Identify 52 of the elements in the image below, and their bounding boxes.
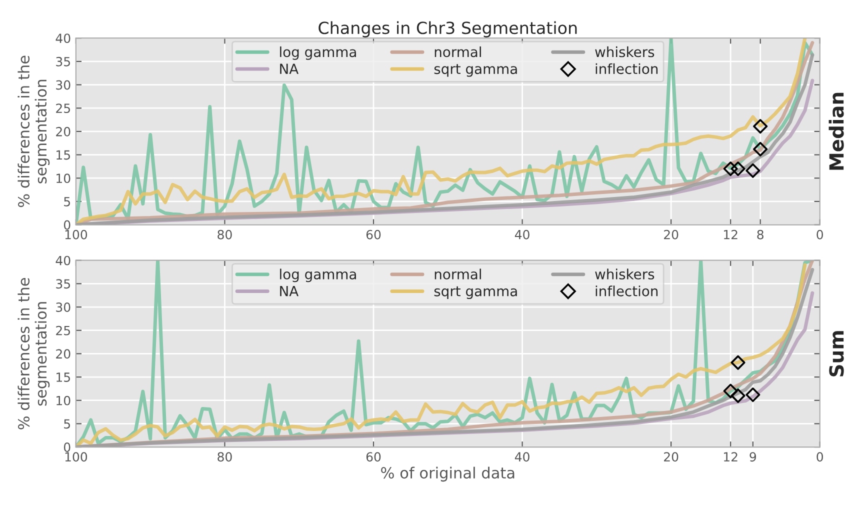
y-tick-label: 40: [56, 34, 70, 44]
y-tick-label: 25: [56, 326, 70, 336]
x-tick-label: 60: [366, 230, 381, 240]
y-tick-label: 15: [56, 372, 70, 382]
x-tick-label: 20: [664, 230, 678, 240]
x-tick-label: 0: [816, 452, 823, 462]
y-tick-label: 20: [56, 126, 70, 136]
legend-label: NA: [280, 286, 299, 296]
x-tick-label: 100: [65, 452, 88, 462]
x-tick-label: 12: [724, 452, 738, 462]
y-tick-label: 20: [56, 349, 70, 359]
x-tick-label: 8: [757, 230, 764, 240]
y-axis-title: % differences in the segmentation: [18, 56, 50, 208]
legend-label: sqrt gamma: [434, 286, 517, 300]
legend-label: NA: [280, 64, 299, 74]
y-tick-label: 30: [56, 302, 70, 312]
legend-label: inflection: [596, 63, 658, 74]
y-tick-label: 40: [56, 256, 70, 266]
y-tick-label: 0: [64, 220, 70, 230]
y-tick-label: 35: [56, 279, 70, 289]
legend-label: whiskers: [595, 46, 654, 58]
x-tick-label: 40: [514, 452, 530, 462]
y-tick-label: 5: [64, 419, 70, 429]
legend-label: normal: [434, 268, 481, 280]
y-tick-label: 15: [56, 150, 70, 160]
x-axis-title: % of original data: [381, 466, 514, 482]
y-tick-label: 5: [64, 197, 70, 206]
text: Median: [828, 92, 844, 170]
y-axis-title: % differences in the segmentation: [18, 278, 50, 430]
x-tick-label: 80: [218, 230, 232, 240]
y-tick-label: 0: [64, 442, 70, 452]
x-tick-label: 0: [816, 230, 823, 240]
y-tick-label: 25: [56, 104, 70, 114]
y-tick-label: 10: [56, 396, 70, 406]
legend-label: inflection: [596, 286, 658, 296]
x-tick-label: 100: [65, 230, 88, 240]
legend-label: whiskers: [595, 268, 654, 280]
x-tick-label: 20: [664, 452, 678, 462]
y-tick-label: 10: [56, 174, 70, 184]
x-tick-label: 40: [514, 230, 530, 240]
x-tick-label: 80: [218, 452, 232, 462]
y-tick-label: 30: [56, 80, 70, 90]
chart-title: Changes in Chr3 Segmentation: [318, 21, 577, 38]
legend-label: sqrt gamma: [434, 64, 517, 77]
x-tick-label: 9: [750, 452, 756, 462]
x-tick-label: 12: [724, 230, 738, 240]
x-tick-label: 60: [366, 452, 381, 462]
legend-label: log gamma: [280, 46, 356, 60]
text: Sum: [829, 331, 844, 376]
y-tick-label: 35: [56, 56, 70, 66]
legend-label: log gamma: [280, 268, 356, 282]
legend-label: normal: [434, 46, 481, 58]
